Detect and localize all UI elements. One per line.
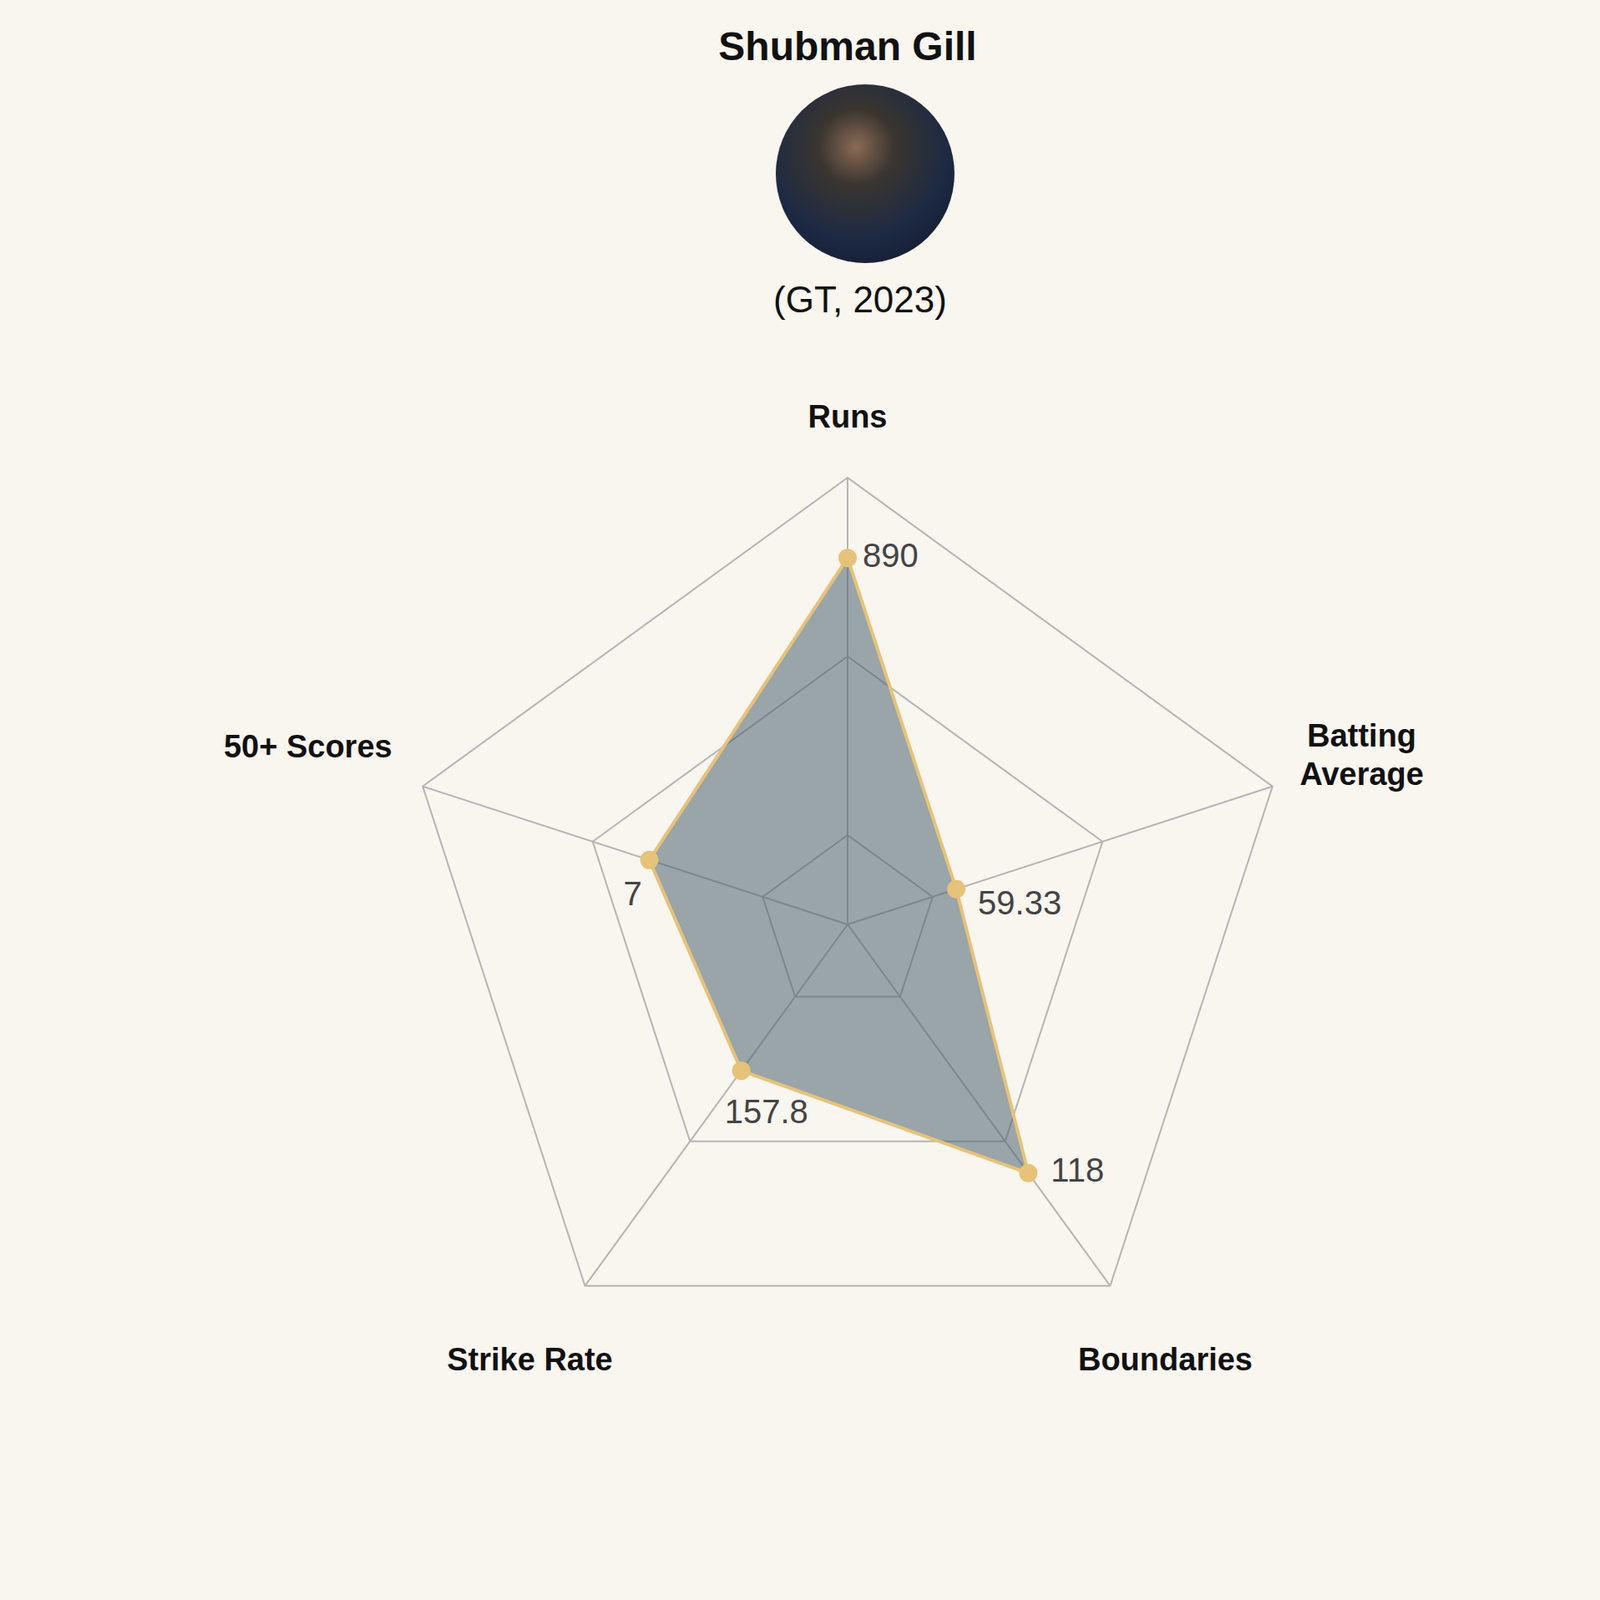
svg-text:BattingAverage: BattingAverage — [1299, 718, 1424, 792]
svg-text:157.8: 157.8 — [724, 1093, 809, 1130]
svg-text:59.33: 59.33 — [977, 884, 1062, 922]
html-text:(GT, 2023): (GT, 2023) — [773, 278, 947, 320]
svg-text:Strike Rate: Strike Rate — [446, 1341, 613, 1378]
html-text:Shubman Gill: Shubman Gill — [718, 24, 977, 69]
svg-text:50+ Scores: 50+ Scores — [223, 729, 393, 765]
svg-text:Runs: Runs — [808, 399, 888, 435]
svg-text:Boundaries: Boundaries — [1078, 1341, 1253, 1378]
svg-text:118: 118 — [1050, 1151, 1104, 1189]
svg-text:890: 890 — [862, 536, 919, 574]
svg-text:7: 7 — [622, 875, 642, 912]
